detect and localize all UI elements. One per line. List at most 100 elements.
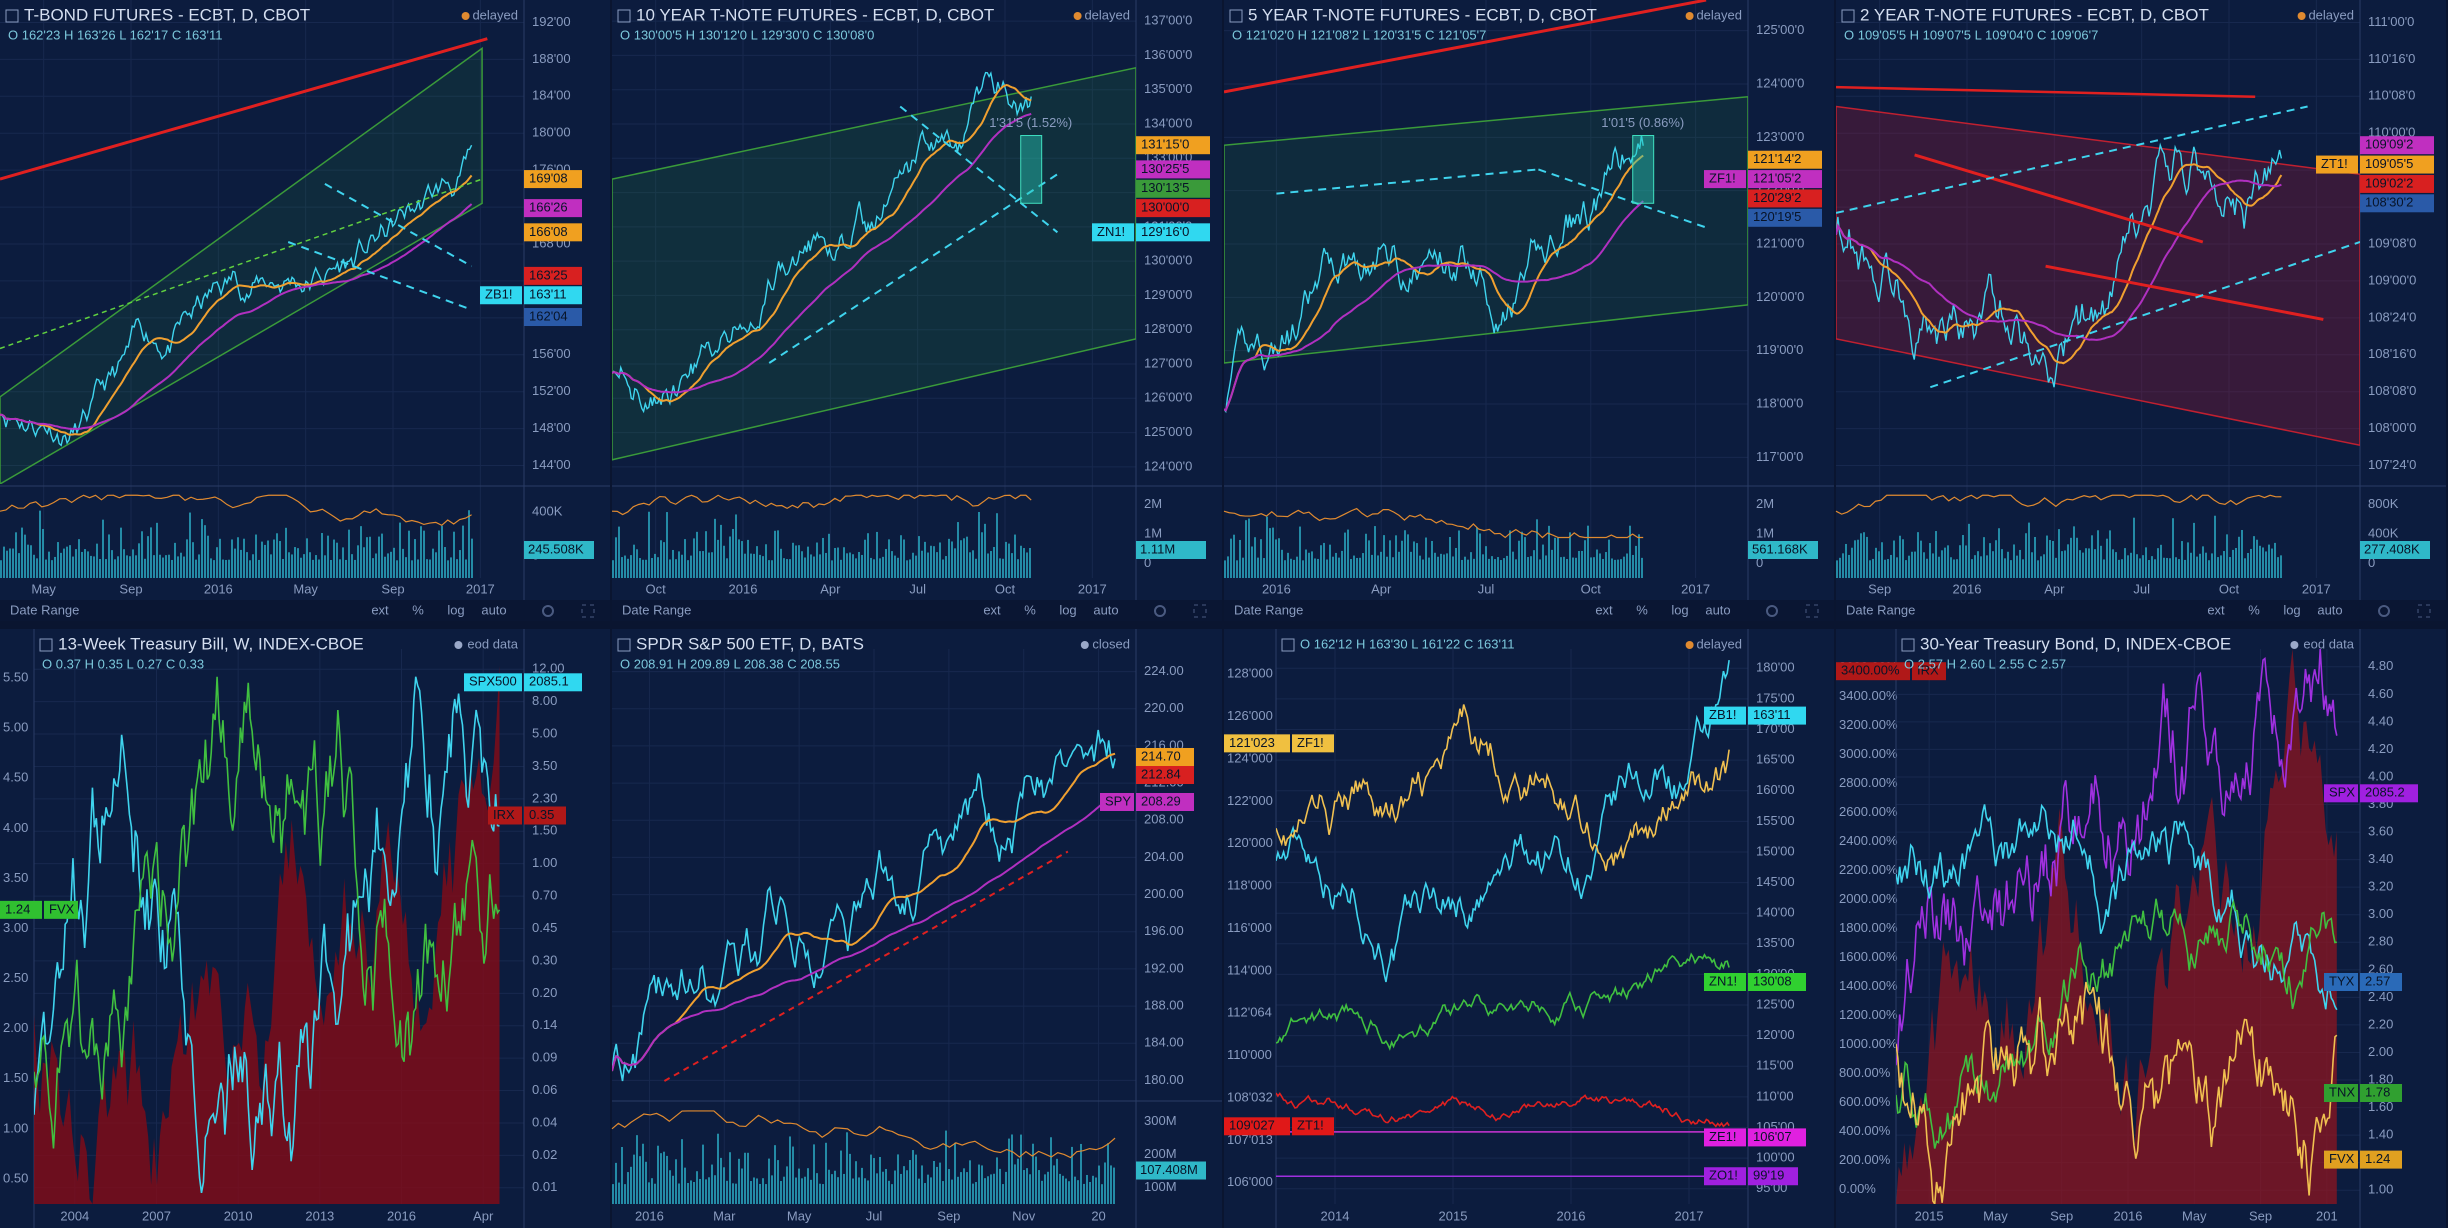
axis-tick-label: 108'16'0 bbox=[2368, 346, 2416, 361]
axis-tick-label: 184.00 bbox=[1144, 1035, 1184, 1050]
toolbar-button[interactable]: ext bbox=[371, 602, 389, 617]
axis-tick-label: 1600.00% bbox=[1839, 949, 1898, 964]
x-tick-label: Jul bbox=[909, 581, 926, 596]
volume-bar bbox=[990, 1174, 992, 1204]
volume-tag bbox=[1136, 541, 1206, 559]
volume-bar bbox=[1641, 557, 1643, 578]
volume-bar bbox=[750, 553, 752, 578]
x-tick-label: 2010 bbox=[224, 1208, 253, 1223]
symbol-tag-label: ZB1! bbox=[1709, 707, 1736, 722]
expand-icon[interactable] bbox=[581, 604, 595, 618]
toolbar-button[interactable]: ext bbox=[1595, 602, 1613, 617]
volume-bar bbox=[2202, 546, 2204, 578]
axis-tick-label: 1000.00% bbox=[1839, 1036, 1898, 1051]
volume-bar bbox=[711, 1164, 713, 1204]
date-range[interactable]: Date Range bbox=[622, 602, 691, 617]
volume-bar bbox=[708, 1177, 710, 1204]
axis-tick-label: 108'032 bbox=[1227, 1089, 1273, 1104]
toolbar-button[interactable]: log bbox=[447, 602, 464, 617]
toolbar-button[interactable]: ext bbox=[983, 602, 1001, 617]
expand-icon[interactable] bbox=[2417, 604, 2431, 618]
date-range[interactable]: Date Range bbox=[10, 602, 79, 617]
settings-icon[interactable] bbox=[2378, 605, 2390, 617]
toolbar-button[interactable]: auto bbox=[1705, 602, 1730, 617]
toolbar-button[interactable]: log bbox=[1671, 602, 1688, 617]
price-tag bbox=[1136, 136, 1210, 155]
volume-bar bbox=[1242, 557, 1244, 578]
x-tick-label: 2007 bbox=[142, 1208, 171, 1223]
axis-tick-label: 0.14 bbox=[532, 1017, 557, 1032]
volume-bar bbox=[2247, 553, 2249, 578]
volume-bar bbox=[2175, 557, 2177, 578]
panel-title[interactable]: 10 YEAR T-NOTE FUTURES - ECBT, D, CBOT bbox=[636, 5, 994, 24]
toolbar-button[interactable]: auto bbox=[481, 602, 506, 617]
toolbar-button[interactable]: % bbox=[412, 602, 424, 617]
panel-title[interactable]: 2 YEAR T-NOTE FUTURES - ECBT, D, CBOT bbox=[1860, 5, 2209, 24]
x-tick-label: Jul bbox=[866, 1208, 883, 1223]
volume-bar bbox=[798, 1168, 800, 1204]
toolbar-button[interactable]: ext bbox=[2207, 602, 2225, 617]
axis-tick-label: 0.20 bbox=[532, 985, 557, 1000]
axis-tick-label: 109'00'0 bbox=[2368, 272, 2416, 287]
axis-tick-label: 800K bbox=[2368, 496, 2399, 511]
axis-tick-label: 2.40 bbox=[2368, 989, 2393, 1004]
price-tag bbox=[1224, 734, 1290, 753]
volume-bar bbox=[2076, 537, 2078, 578]
settings-icon[interactable] bbox=[1766, 605, 1778, 617]
volume-bar bbox=[1899, 535, 1901, 578]
volume-bar bbox=[780, 548, 782, 578]
settings-icon[interactable] bbox=[1154, 605, 1166, 617]
symbol-tag bbox=[2324, 1150, 2358, 1169]
expand-icon[interactable] bbox=[1193, 604, 1207, 618]
volume-bar bbox=[900, 535, 902, 578]
volume-bar bbox=[1410, 551, 1412, 578]
panel-title[interactable]: 5 YEAR T-NOTE FUTURES - ECBT, D, CBOT bbox=[1248, 5, 1597, 24]
volume-bar bbox=[204, 525, 206, 578]
volume-bar bbox=[972, 550, 974, 578]
volume-bar bbox=[87, 551, 89, 578]
volume-bar bbox=[1095, 1177, 1097, 1204]
settings-icon[interactable] bbox=[542, 605, 554, 617]
volume-bar bbox=[1041, 1180, 1043, 1204]
panel-background bbox=[612, 629, 1222, 1228]
toolbar-button[interactable]: % bbox=[1024, 602, 1036, 617]
toolbar-button[interactable]: log bbox=[1059, 602, 1076, 617]
volume-bar bbox=[2118, 559, 2120, 578]
volume-bar bbox=[1605, 552, 1607, 578]
volume-bar bbox=[1233, 534, 1235, 578]
volume-bar bbox=[408, 530, 410, 578]
panel-title[interactable]: 13-Week Treasury Bill, W, INDEX-CBOE bbox=[58, 634, 364, 653]
volume-bar bbox=[1893, 540, 1895, 578]
volume-bar bbox=[225, 559, 227, 578]
price-line bbox=[1276, 1092, 1730, 1128]
volume-bar bbox=[219, 538, 221, 578]
volume-bar bbox=[888, 1180, 890, 1204]
volume-tag-label: 245.508K bbox=[528, 541, 584, 556]
trend-line bbox=[1538, 168, 1707, 229]
volume-bar bbox=[1590, 557, 1592, 578]
panel-title[interactable]: T-BOND FUTURES - ECBT, D, CBOT bbox=[24, 5, 310, 24]
panel-title[interactable]: SPDR S&P 500 ETF, D, BATS bbox=[636, 634, 864, 653]
toolbar-button[interactable]: auto bbox=[2317, 602, 2342, 617]
volume-bar bbox=[399, 522, 401, 578]
date-range[interactable]: Date Range bbox=[1234, 602, 1303, 617]
volume-bar bbox=[744, 1152, 746, 1204]
volume-bar bbox=[1989, 543, 1991, 578]
date-range[interactable]: Date Range bbox=[1846, 602, 1915, 617]
volume-bar bbox=[825, 1142, 827, 1204]
volume-bar bbox=[915, 555, 917, 578]
volume-bar bbox=[654, 1183, 656, 1204]
volume-bar bbox=[1005, 1171, 1007, 1204]
toolbar-button[interactable]: % bbox=[2248, 602, 2260, 617]
panel: 2014 2015 2016 2017 180'00 175'00 170'00 165'00… bbox=[1224, 629, 1834, 1228]
volume-bar bbox=[1020, 545, 1022, 578]
toolbar-button[interactable]: auto bbox=[1093, 602, 1118, 617]
toolbar-button[interactable]: log bbox=[2283, 602, 2300, 617]
axis-tick-label: 192'00 bbox=[532, 14, 571, 29]
panel-title[interactable]: 30-Year Treasury Bond, D, INDEX-CBOE bbox=[1920, 634, 2231, 653]
volume-bar bbox=[2133, 517, 2135, 578]
expand-icon[interactable] bbox=[1805, 604, 1819, 618]
volume-bar bbox=[1935, 531, 1937, 578]
toolbar-button[interactable]: % bbox=[1636, 602, 1648, 617]
volume-bar bbox=[612, 560, 614, 578]
